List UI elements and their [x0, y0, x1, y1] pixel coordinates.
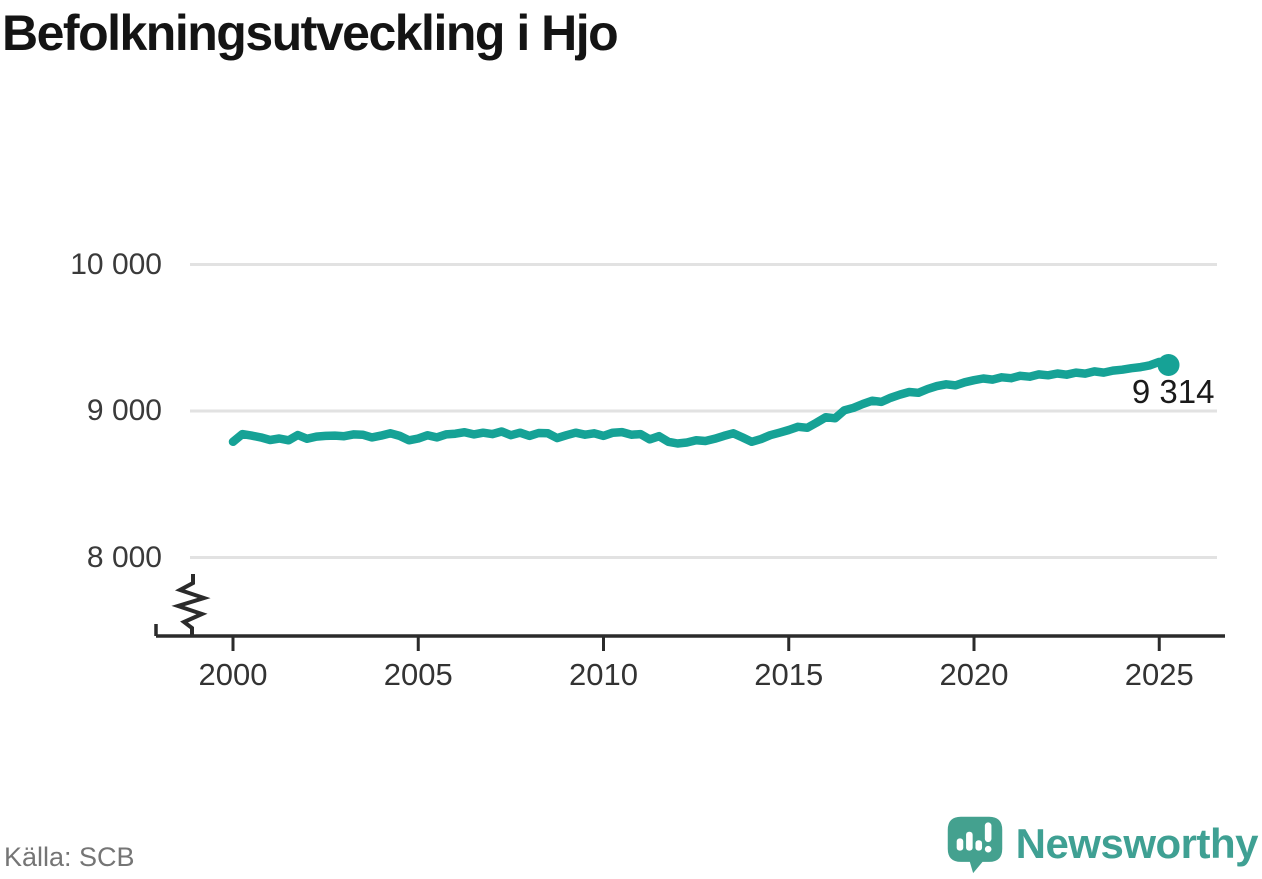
y-tick-label: 8 000 [86, 540, 162, 574]
bar-chart-speech-bubble-icon [947, 816, 1002, 874]
y-tick-label: 10 000 [70, 247, 162, 281]
x-tick-label: 2025 [1124, 657, 1194, 692]
x-tick-label: 2015 [754, 657, 824, 692]
y-tick-label: 9 000 [86, 394, 162, 427]
x-tick-label: 2000 [198, 657, 268, 692]
latest-value-dot [1157, 353, 1180, 376]
chart-title: Befolkningsutveckling i Hjo [2, 5, 619, 61]
newsworthy-logo: Newsworthy [944, 813, 1259, 875]
population-series-line [228, 357, 1173, 448]
axis-break-icon [171, 574, 211, 636]
x-tick-label: 2005 [383, 657, 453, 692]
x-tick-label: 2010 [569, 657, 638, 692]
source-note: Källa: SCB [4, 842, 135, 872]
latest-value-label: 9 314 [1131, 372, 1215, 410]
x-tick-label: 2020 [939, 657, 1009, 692]
newsworthy-wordmark: Newsworthy [1015, 820, 1259, 867]
